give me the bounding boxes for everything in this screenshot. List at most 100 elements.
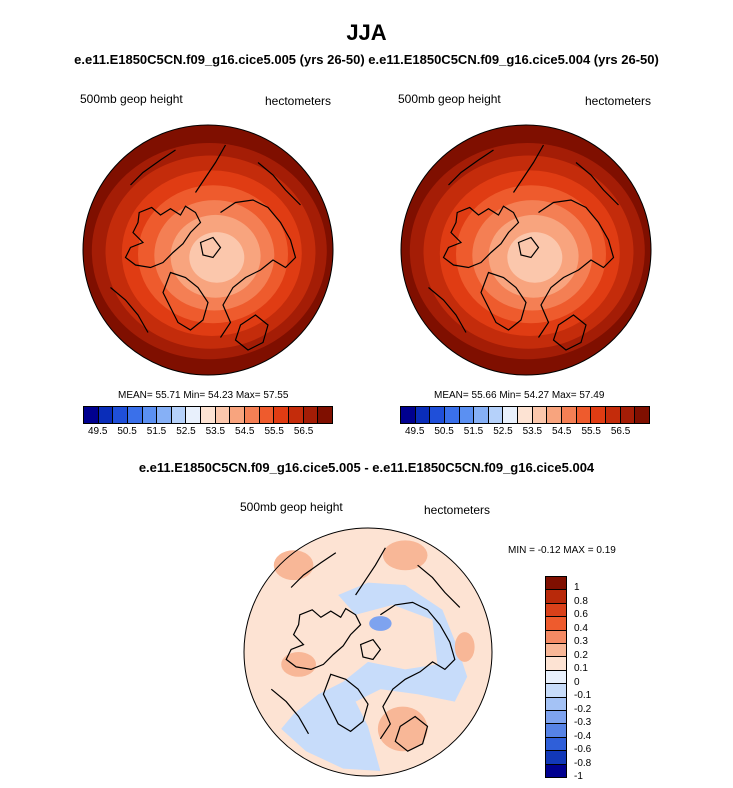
coastline [513, 144, 545, 193]
panel1-variable-label: 500mb geop height [80, 92, 183, 106]
coastline [517, 236, 540, 259]
colorbar-tick-label: 55.5 [264, 426, 284, 437]
colorbar-tick-label: -0.6 [574, 744, 592, 756]
colorbar-swatch [459, 407, 475, 423]
map-border [82, 124, 334, 376]
diff-colorbar [545, 576, 567, 778]
colorbar-tick-label: 53.5 [205, 426, 226, 437]
colorbar-tick-label: 56.5 [293, 426, 314, 437]
panel2-colorbar-ticks: 49.5 50.5 51.5 52.5 53.5 54.5 55.5 56.5 [400, 426, 650, 440]
colorbar-swatch [546, 711, 566, 725]
diff-positive-core [273, 550, 314, 581]
colorbar-swatch [591, 407, 606, 423]
colorbar-swatch [503, 407, 519, 423]
coastline [234, 314, 269, 351]
colorbar-swatch [576, 407, 592, 423]
colorbar-swatch [546, 644, 566, 658]
colorbar-tick-label: 51.5 [146, 426, 167, 437]
colorbar-swatch [474, 407, 489, 423]
colorbar-tick-label: 0.4 [574, 622, 588, 634]
colorbar-swatch [546, 684, 566, 698]
colorbar-swatch [98, 407, 114, 423]
colorbar-swatch [84, 407, 99, 423]
diff-variable-label: 500mb geop height [240, 500, 343, 514]
coastline [124, 205, 202, 269]
colorbar-swatch [142, 407, 158, 423]
colorbar-swatch [171, 407, 187, 423]
colorbar-tick-label: 0.2 [574, 649, 588, 661]
colorbar-swatch [546, 764, 566, 778]
colorbar-swatch [620, 407, 636, 423]
coastline [575, 162, 619, 206]
colorbar-swatch [230, 407, 246, 423]
diff-title: e.e11.E1850C5CN.f09_g16.cice5.005 - e.e1… [138, 460, 595, 475]
colorbar-tick-label: 0 [574, 676, 580, 688]
colorbar-swatch [562, 407, 577, 423]
colorbar-swatch [318, 407, 332, 423]
colorbar-swatch [546, 603, 566, 618]
colorbar-swatch [274, 407, 289, 423]
colorbar-tick-label: 55.5 [581, 426, 601, 437]
colorbar-swatch [635, 407, 649, 423]
coastline [199, 236, 222, 259]
coastline [110, 287, 149, 333]
field-contour-band [189, 232, 245, 283]
map-border [400, 124, 652, 376]
coastline [428, 287, 467, 333]
colorbar-tick-label: 0.8 [574, 595, 588, 607]
colorbar-tick-label: 1 [574, 582, 580, 594]
colorbar-tick-label: 0.1 [574, 663, 588, 675]
colorbar-swatch [113, 407, 128, 423]
panel1-units-label: hectometers [265, 94, 332, 108]
colorbar-swatch [488, 407, 504, 423]
panel1-stats: MEAN= 55.71 Min= 54.23 Max= 57.55 [118, 390, 289, 401]
colorbar-swatch [186, 407, 202, 423]
colorbar-swatch [546, 724, 566, 738]
diff-polar-map [243, 527, 493, 777]
coastline [448, 149, 494, 186]
coastline [417, 564, 461, 608]
colorbar-tick-label: 50.5 [117, 426, 137, 437]
diff-positive-core [382, 540, 428, 571]
colorbar-tick-label: -0.3 [574, 717, 592, 729]
coastline [285, 607, 362, 671]
colorbar-swatch [532, 407, 548, 423]
diff-negative-core [369, 616, 392, 631]
colorbar-swatch [401, 407, 416, 423]
coastline [270, 688, 310, 735]
colorbar-swatch [546, 630, 566, 645]
panel1-colorbar [83, 406, 333, 424]
colorbar-swatch [127, 407, 143, 423]
diff-positive-core [281, 652, 316, 677]
colorbar-swatch [605, 407, 621, 423]
colorbar-swatch [303, 407, 319, 423]
colorbar-tick-label: -0.1 [574, 690, 592, 702]
colorbar-swatch [415, 407, 431, 423]
colorbar-swatch [546, 577, 566, 591]
colorbar-tick-label: 0.6 [574, 609, 588, 621]
coastline [322, 673, 369, 733]
colorbar-swatch [201, 407, 216, 423]
colorbar-tick-label: 50.5 [434, 426, 454, 437]
field-contour-band [507, 232, 563, 283]
colorbar-swatch [546, 737, 566, 752]
colorbar-swatch [518, 407, 533, 423]
coastline [130, 149, 176, 186]
colorbar-tick-label: 49.5 [87, 426, 108, 437]
colorbar-tick-label: -0.2 [574, 703, 592, 715]
diff-stats: MIN = -0.12 MAX = 0.19 [508, 545, 616, 556]
diff-colorbar-ticks: 1 0.8 0.6 0.4 0.3 0.2 0.1 0 -0.1 -0.2 -0.3 -0.4 -0.6… [574, 576, 614, 782]
diff-positive-core [377, 706, 428, 752]
colorbar-swatch [546, 590, 566, 604]
coastline [257, 162, 301, 206]
panel1-polar-map [82, 124, 334, 376]
colorbar-tick-label: 0.3 [574, 636, 588, 648]
colorbar-tick-label: 52.5 [493, 426, 513, 437]
coastline [290, 552, 337, 588]
colorbar-tick-label: -0.4 [574, 730, 592, 742]
coastline [359, 638, 382, 661]
colorbar-swatch [245, 407, 260, 423]
map-border [243, 527, 493, 777]
coastline [162, 271, 209, 331]
panel2-stats: MEAN= 55.66 Min= 54.27 Max= 57.49 [434, 390, 605, 401]
